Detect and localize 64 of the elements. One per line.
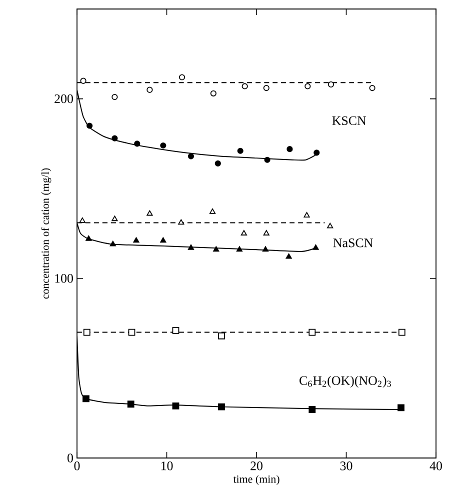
point <box>236 246 242 252</box>
point <box>262 246 269 252</box>
point <box>86 122 93 129</box>
x-tick-label: 30 <box>340 462 352 470</box>
point <box>242 83 248 90</box>
text: KSCN <box>332 116 366 126</box>
y-tick-label: 100 <box>55 274 73 283</box>
point <box>263 84 270 92</box>
y-tick-label: 0 <box>68 454 73 462</box>
point <box>209 208 216 214</box>
point <box>218 403 225 410</box>
point <box>86 235 92 241</box>
x-tick-label: 20 <box>250 462 262 470</box>
point <box>80 78 86 84</box>
point <box>304 212 310 218</box>
x-tick-label: 10 <box>161 462 173 470</box>
point <box>112 94 118 100</box>
point <box>308 328 316 336</box>
point <box>314 150 320 156</box>
point <box>328 81 334 88</box>
point <box>160 237 166 243</box>
point <box>188 244 194 250</box>
point <box>398 328 406 336</box>
point <box>133 237 140 243</box>
series-label: C$_{6}$H$_{2}$(OK)(NO$_{2}$)$_{3}$ <box>300 376 391 388</box>
point <box>172 327 180 334</box>
point <box>127 400 134 408</box>
point <box>240 230 247 236</box>
point <box>128 328 136 336</box>
point <box>82 395 90 402</box>
point <box>286 146 293 152</box>
point <box>112 216 118 222</box>
point <box>146 86 153 93</box>
point <box>213 246 220 252</box>
point <box>160 142 166 149</box>
point <box>83 328 90 336</box>
series-label: NaSCN <box>333 238 373 248</box>
point <box>146 210 153 216</box>
point <box>172 402 180 410</box>
point <box>237 148 244 154</box>
point <box>398 404 404 412</box>
point <box>308 406 316 413</box>
x-axis-title: time (min) <box>233 475 280 486</box>
point <box>112 135 118 142</box>
point <box>264 156 270 163</box>
x-tick-label: 0 <box>74 462 80 470</box>
point <box>134 140 140 147</box>
point <box>327 222 334 228</box>
point <box>178 219 184 225</box>
point <box>263 230 270 236</box>
point <box>312 244 319 250</box>
y-axis-title: concentration of cation (mg/l) <box>41 168 52 299</box>
point <box>214 160 221 166</box>
point <box>304 83 311 90</box>
point <box>210 90 216 96</box>
point <box>178 74 186 80</box>
point <box>286 253 292 259</box>
point <box>110 240 116 246</box>
point <box>79 217 86 223</box>
point <box>218 332 225 340</box>
point <box>369 84 376 92</box>
point <box>188 153 194 160</box>
y-tick-label: 200 <box>54 94 73 104</box>
x-tick-label: 40 <box>430 462 442 470</box>
